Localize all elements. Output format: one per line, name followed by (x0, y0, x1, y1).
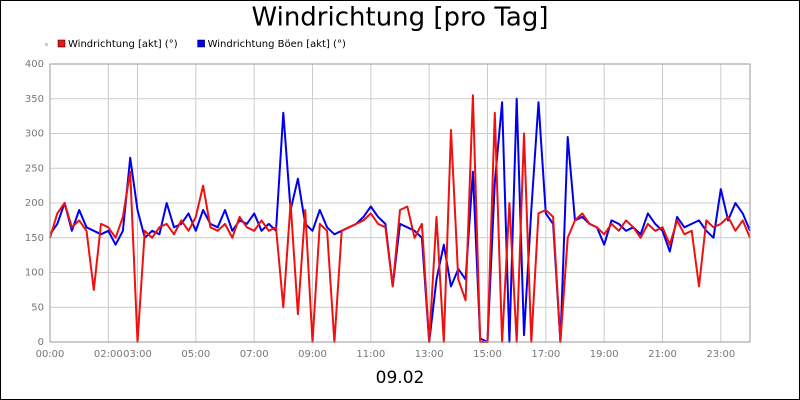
x-tick-label: 15:00 (473, 349, 502, 360)
x-tick-label: 09:00 (298, 349, 327, 360)
x-tick-label: 11:00 (356, 349, 385, 360)
x-tick-label: 07:00 (240, 349, 269, 360)
y-tick-label: 400 (25, 59, 44, 70)
x-axis-label: 09.02 (376, 368, 425, 388)
x-tick-label: 19:00 (590, 349, 619, 360)
x-tick-label: 23:00 (706, 349, 735, 360)
y-tick-label: 50 (31, 302, 44, 313)
y-tick-label: 100 (25, 268, 44, 279)
x-tick-label: 21:00 (648, 349, 677, 360)
y-tick-label: 350 (25, 94, 44, 105)
plot-border (49, 63, 751, 343)
y-tick-label: 0 (38, 337, 44, 348)
x-tick-label: 02:00 (94, 349, 123, 360)
y-tick-label: 200 (25, 198, 44, 209)
x-tick-label: 17:00 (531, 349, 560, 360)
legend-swatch (57, 39, 66, 48)
legend-label: Windrichtung [akt] (°) (68, 39, 178, 50)
y-tick-label: 150 (25, 233, 44, 244)
chart-title: Windrichtung [pro Tag] (251, 3, 548, 33)
x-tick-label: 05:00 (181, 349, 210, 360)
y-tick-label: 250 (25, 163, 44, 174)
y-tick-label: 300 (25, 129, 44, 140)
legend-swatch (197, 39, 205, 48)
x-tick-label: 03:00 (123, 349, 152, 360)
x-tick-label: 13:00 (415, 349, 444, 360)
legend-icon (45, 43, 48, 46)
data-line (49, 94, 751, 343)
legend-label: Windrichtung Böen [akt] (°) (208, 39, 346, 50)
x-tick-label: 00:00 (36, 349, 65, 360)
